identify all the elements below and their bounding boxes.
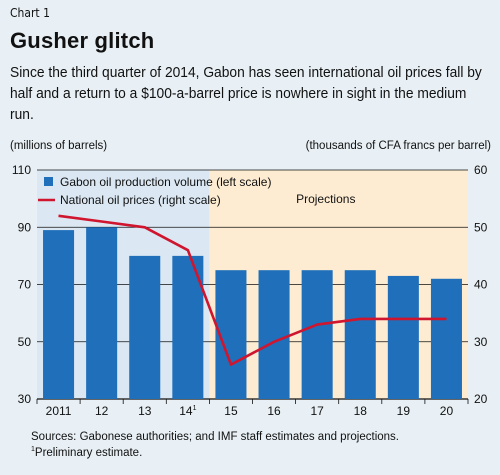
left-axis-label: (millions of barrels) xyxy=(10,140,108,152)
right-tick-label: 20 xyxy=(474,392,488,406)
footnote-marker: 1 xyxy=(31,446,35,454)
x-tick-label: 141 xyxy=(179,404,196,418)
x-tick-label: 13 xyxy=(138,404,152,418)
legend-bar-swatch xyxy=(44,177,53,186)
left-tick-label: 70 xyxy=(18,278,32,292)
projections-label: Projections xyxy=(296,192,355,206)
chart-kicker: Chart 1 xyxy=(10,6,50,20)
legend-bar-label: Gabon oil production volume (left scale) xyxy=(60,175,271,189)
x-tick-label: 2011 xyxy=(46,404,72,418)
chart-subtitle: Since the third quarter of 2014, Gabon h… xyxy=(10,64,482,123)
right-tick-label: 30 xyxy=(474,335,488,349)
x-tick-label: 18 xyxy=(354,404,368,418)
bar xyxy=(258,270,290,399)
left-tick-label: 50 xyxy=(18,335,32,349)
bar xyxy=(430,278,462,399)
x-tick-label: 12 xyxy=(95,404,109,418)
bar xyxy=(129,255,161,399)
source-note: Sources: Gabonese authorities; and IMF s… xyxy=(31,431,399,443)
bar xyxy=(86,227,118,399)
right-tick-label: 40 xyxy=(474,278,488,292)
footnote: 1Preliminary estimate. xyxy=(31,446,143,459)
price-line xyxy=(58,214,447,366)
x-tick-label: 15 xyxy=(224,404,238,418)
x-tick-label: 19 xyxy=(397,404,411,418)
x-tick-label: 17 xyxy=(310,404,324,418)
x-tick-label: 16 xyxy=(267,404,281,418)
right-axis-label: (thousands of CFA francs per barrel) xyxy=(305,140,491,152)
right-tick-label: 50 xyxy=(474,220,488,234)
footnote-text: Preliminary estimate. xyxy=(34,447,143,459)
bar xyxy=(387,275,419,399)
left-tick-label: 30 xyxy=(18,392,32,406)
chart-title: Gusher glitch xyxy=(10,28,155,53)
x-tick-label: 20 xyxy=(440,404,454,418)
bar xyxy=(43,230,75,399)
legend-line-label: National oil prices (right scale) xyxy=(60,193,221,207)
bar xyxy=(344,270,376,399)
right-tick-label: 60 xyxy=(474,163,488,177)
left-tick-label: 110 xyxy=(12,163,31,177)
bar xyxy=(301,270,333,399)
left-tick-label: 90 xyxy=(18,220,32,234)
